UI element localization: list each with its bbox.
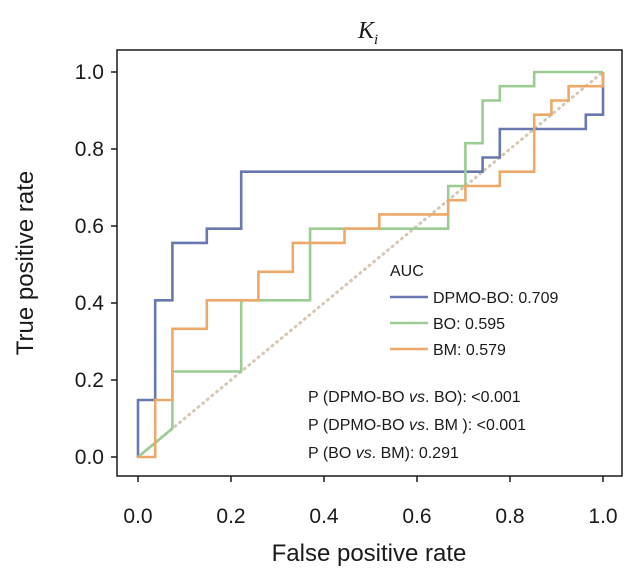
y-tick-label: 0.2 bbox=[75, 369, 104, 392]
x-tick-label: 0.6 bbox=[402, 505, 431, 528]
x-tick-label: 0.8 bbox=[495, 505, 524, 528]
x-tick-label: 0.2 bbox=[216, 505, 245, 528]
legend-label-bm: BM: 0.579 bbox=[433, 342, 506, 359]
p-value-dpmo-bo-vs-bm: P (DPMO-BO vs. BM ): <0.001 bbox=[308, 417, 526, 434]
y-tick-label: 0.8 bbox=[75, 138, 104, 161]
legend-label-dpmo-bo: DPMO-BO: 0.709 bbox=[433, 290, 558, 307]
legend-title: AUC bbox=[390, 263, 424, 280]
chart-title: Ki bbox=[357, 18, 378, 48]
p-value-bo-vs-bm: P (BO vs. BM): 0.291 bbox=[308, 445, 459, 462]
y-tick-label: 0.0 bbox=[75, 446, 104, 469]
x-axis-label: False positive rate bbox=[272, 540, 467, 567]
legend-label-bo: BO: 0.595 bbox=[433, 316, 505, 333]
reference-diagonal-group bbox=[136, 70, 605, 459]
x-tick-label: 1.0 bbox=[588, 505, 617, 528]
series-line-bo bbox=[137, 70, 603, 459]
p-value-dpmo-bo-vs-bo: P (DPMO-BO vs. BO): <0.001 bbox=[308, 389, 521, 406]
x-axis-ticks: 0.0 0.2 0.4 0.6 0.8 1.0 bbox=[123, 476, 618, 528]
x-tick-label: 0.4 bbox=[309, 505, 339, 528]
p-value-annotations: P (DPMO-BO vs. BO): <0.001 P (DPMO-BO vs… bbox=[308, 389, 526, 462]
x-tick-label: 0.0 bbox=[123, 505, 152, 528]
series-line-bm bbox=[138, 72, 605, 459]
legend: AUC DPMO-BO: 0.709 BO: 0.595 BM: 0.579 bbox=[390, 263, 558, 359]
reference-diagonal-line bbox=[136, 70, 605, 459]
y-axis-label: True positive rate bbox=[12, 171, 39, 356]
series-line-dpmo-bo bbox=[136, 72, 605, 457]
y-tick-label: 0.6 bbox=[75, 215, 104, 238]
plot-frame bbox=[116, 49, 623, 477]
y-tick-label: 0.4 bbox=[75, 292, 105, 315]
series-group bbox=[136, 70, 605, 459]
y-tick-label: 1.0 bbox=[75, 61, 104, 84]
y-axis-ticks: 0.0 0.2 0.4 0.6 0.8 1.0 bbox=[75, 61, 117, 469]
